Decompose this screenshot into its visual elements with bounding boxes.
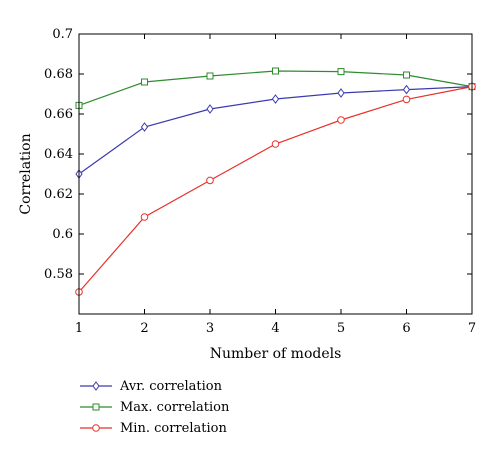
data-point — [272, 67, 279, 75]
legend-item: Max. correlation — [80, 400, 230, 415]
data-point — [141, 78, 148, 86]
legend: Avr. correlation Max. correlation Min. cor… — [80, 379, 230, 436]
data-point — [140, 213, 149, 221]
y-tick-label: 0.58 — [44, 267, 73, 282]
y-axis-ticks: 0.58 0.6 0.62 0.64 0.66 0.68 0.7 — [44, 27, 472, 282]
y-axis-label: Correlation — [18, 133, 34, 214]
x-tick-label: 6 — [402, 321, 410, 336]
data-point — [206, 104, 214, 114]
data-point — [271, 140, 280, 148]
legend-label: Min. correlation — [120, 421, 227, 436]
x-axis-label: Number of models — [210, 346, 342, 362]
legend-label: Avr. correlation — [119, 379, 223, 394]
data-point — [402, 84, 411, 95]
data-point — [403, 71, 410, 79]
x-tick-label: 3 — [206, 321, 214, 336]
y-tick-label: 0.68 — [44, 67, 73, 82]
x-tick-label: 4 — [271, 321, 279, 336]
x-tick-label: 2 — [140, 321, 148, 336]
data-point — [337, 68, 345, 76]
x-axis-ticks: 1 2 3 4 5 6 7 — [75, 34, 476, 336]
data-point — [402, 95, 411, 104]
series-circle — [75, 82, 476, 296]
x-tick-label: 5 — [337, 321, 345, 336]
series-layer — [75, 67, 476, 296]
y-tick-label: 0.7 — [52, 27, 73, 42]
legend-item: Min. correlation — [80, 421, 227, 436]
data-point — [140, 122, 149, 132]
legend-marker — [92, 403, 100, 411]
y-tick-label: 0.62 — [44, 187, 73, 202]
series-line — [78, 86, 473, 293]
y-tick-label: 0.66 — [44, 107, 73, 122]
data-point — [206, 72, 214, 80]
legend-label: Max. correlation — [120, 400, 230, 415]
data-point — [271, 94, 280, 104]
data-point — [337, 88, 345, 98]
x-tick-label: 1 — [75, 321, 83, 336]
series-diamond — [75, 81, 476, 179]
data-point — [337, 116, 345, 124]
data-point — [206, 176, 214, 185]
legend-item: Avr. correlation — [80, 379, 223, 394]
x-tick-label: 7 — [468, 321, 476, 336]
legend-marker — [92, 381, 100, 391]
y-tick-label: 0.64 — [44, 147, 73, 162]
y-tick-label: 0.6 — [52, 227, 73, 242]
plot-frame — [78, 33, 473, 315]
legend-marker — [92, 424, 100, 432]
